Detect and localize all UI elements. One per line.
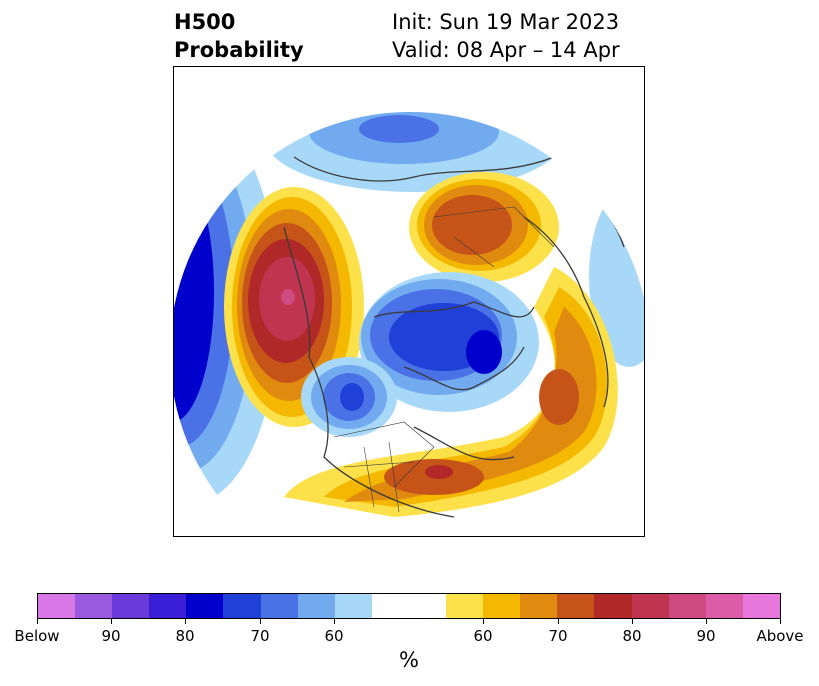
colorbar-segment (594, 594, 632, 618)
colorbar-tick (334, 619, 335, 624)
below-anomaly-east (589, 187, 644, 367)
colorbar-segment (149, 594, 187, 618)
colorbar-segment (705, 594, 743, 618)
colorbar-segment (186, 594, 224, 618)
colorbar-segment (297, 594, 335, 618)
colorbar-tick (37, 619, 38, 624)
colorbar-tick (111, 619, 112, 624)
borders (333, 206, 555, 513)
colorbar-tick (558, 619, 559, 624)
valid-range: Valid: 08 Apr – 14 Apr (392, 38, 620, 62)
colorbar-segment (260, 594, 298, 618)
colorbar-segment (446, 594, 484, 618)
colorbar-tick-label: 80 (175, 627, 195, 645)
colorbar-tick (632, 619, 633, 624)
below-anomaly-north-america (301, 357, 397, 437)
colorbar-segment (112, 594, 150, 618)
colorbar-tick (780, 619, 781, 624)
colorbar-segment (631, 594, 669, 618)
colorbar-segment (668, 594, 706, 618)
colorbar-unit-label: % (399, 648, 419, 672)
above-anomaly-northeast-pacific (224, 187, 364, 427)
below-anomaly-arctic (264, 112, 564, 192)
colorbar-segment (483, 594, 521, 618)
colorbar-segment (334, 594, 372, 618)
title-variable: H500 (174, 10, 236, 34)
colorbar-tick (483, 619, 484, 624)
colorbar-tick-label: 90 (101, 627, 121, 645)
colorbar-segment (557, 594, 595, 618)
colorbar-tick-label: 90 (696, 627, 716, 645)
chart-title: H500 Probability (174, 8, 304, 64)
colorbar-segment (223, 594, 261, 618)
date-info: Init: Sun 19 Mar 2023 Valid: 08 Apr – 14… (392, 8, 620, 64)
init-date: Init: Sun 19 Mar 2023 (392, 10, 620, 34)
colorbar-tick-label: 70 (250, 627, 270, 645)
colorbar-segment (742, 594, 780, 618)
colorbar-segment (75, 594, 113, 618)
colorbar-tick-label: Above (756, 627, 804, 645)
map-canvas (174, 112, 644, 536)
colorbar (37, 593, 781, 619)
probability-map (173, 66, 645, 537)
colorbar-tick-label: 80 (622, 627, 642, 645)
colorbar-segment (520, 594, 558, 618)
above-anomaly-siberia (409, 172, 559, 282)
colorbar-tick (706, 619, 707, 624)
colorbar-tick (260, 619, 261, 624)
above-anomaly-atlantic (284, 267, 618, 517)
colorbar-tick-label: 60 (324, 627, 344, 645)
colorbar-tick (185, 619, 186, 624)
colorbar-segment (38, 594, 76, 618)
colorbar-tick-label: 70 (548, 627, 568, 645)
title-product: Probability (174, 38, 304, 62)
colorbar-tick-label: 60 (473, 627, 493, 645)
colorbar-neutral-segment (371, 594, 447, 618)
colorbar-tick-label: Below (14, 627, 60, 645)
